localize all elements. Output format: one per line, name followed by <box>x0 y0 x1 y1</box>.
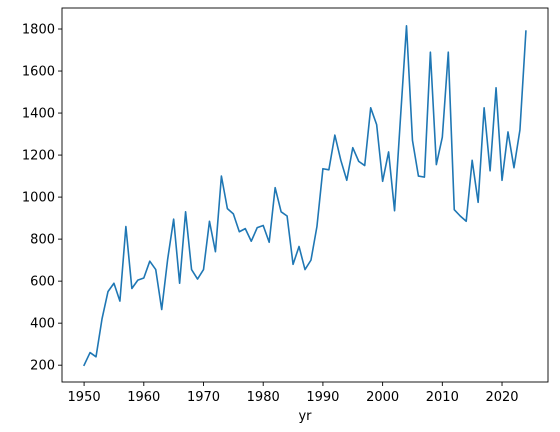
x-tick-label: 1960 <box>127 390 160 405</box>
plot-area <box>62 8 548 382</box>
x-axis-ticks: 1950 1960 1970 1980 1990 2000 2010 2020 <box>68 382 519 405</box>
y-tick-label: 1200 <box>22 149 55 164</box>
x-tick-label: 1990 <box>306 390 339 405</box>
y-tick-label: 1000 <box>22 191 55 206</box>
x-tick-label: 1970 <box>187 390 220 405</box>
y-tick-label: 600 <box>30 275 55 290</box>
x-axis-label: yr <box>298 409 312 424</box>
y-tick-label: 200 <box>30 359 55 374</box>
x-tick-label: 1980 <box>247 390 280 405</box>
y-tick-label: 1600 <box>22 65 55 80</box>
series-line <box>83 25 527 367</box>
x-tick-label: 2020 <box>485 390 518 405</box>
x-tick-label: 2010 <box>426 390 459 405</box>
x-tick-label: 1950 <box>68 390 101 405</box>
y-tick-label: 800 <box>30 233 55 248</box>
y-tick-label: 1800 <box>22 23 55 38</box>
y-tick-label: 1400 <box>22 107 55 122</box>
y-tick-label: 400 <box>30 317 55 332</box>
plot-frame <box>61 7 549 383</box>
y-axis-ticks: 200 400 600 800 1000 1200 1400 1600 1800 <box>22 23 62 374</box>
x-tick-label: 2000 <box>366 390 399 405</box>
